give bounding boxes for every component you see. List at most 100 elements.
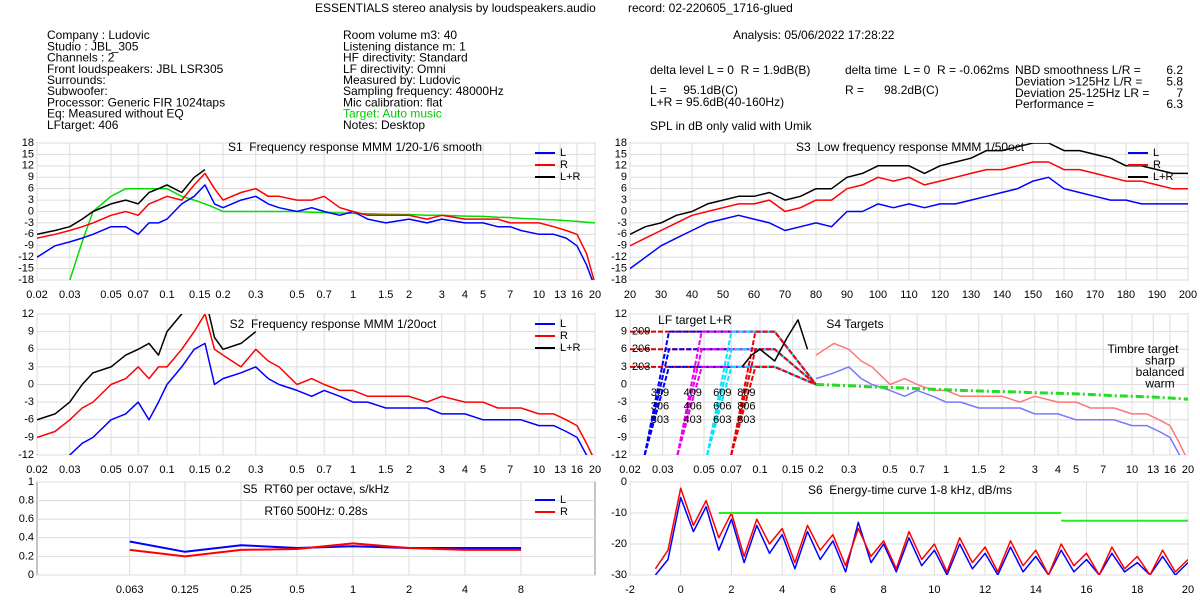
chart-title: S4 Targets [826,317,883,331]
lf-target-label: 309 [651,387,669,399]
x-tick-label: 4 [462,289,468,301]
x-tick-label: 0.15 [189,464,210,476]
y-tick-label: 0 [28,378,34,390]
y-tick-label: 9 [621,326,627,338]
y-tick-label: 0 [28,569,34,581]
x-tick-label: 60 [748,289,760,301]
info-line: Mic calibration: flat [343,95,443,109]
x-tick-label: 5 [480,289,486,301]
info-line: Surrounds: [47,73,106,87]
x-tick-label: 1 [943,464,949,476]
x-tick-label: 2 [406,464,412,476]
y-tick-label: 6 [28,183,34,195]
series-line [37,172,595,280]
x-tick-label: 0.1 [752,464,767,476]
x-tick-label: 0 [678,584,684,596]
series-line [37,342,588,455]
x-tick-label: 70 [779,289,791,301]
x-tick-label: 1 [350,584,356,596]
lf-target-label: 603 [713,414,731,426]
x-tick-label: 90 [841,289,853,301]
x-tick-label: 30 [655,289,667,301]
series-line [630,176,1188,270]
x-tick-label: 0.1 [159,464,174,476]
x-tick-label: 3 [1032,464,1038,476]
page-title: ESSENTIALS stereo analysis by loudspeake… [315,1,596,15]
legend-label: R [560,159,568,171]
legend-label: L [1153,147,1159,159]
x-tick-label: 110 [900,289,918,301]
plot-layer [630,143,1188,270]
x-tick-label: 0.7 [317,464,332,476]
x-tick-label: 5 [480,464,486,476]
y-tick-label: 12 [22,308,34,320]
x-tick-label: 2 [406,584,412,596]
x-tick-label: 10 [533,289,545,301]
x-tick-label: 0.02 [26,289,47,301]
lf-target-line [643,330,817,455]
info-line: Measured by: Ludovic [343,73,460,87]
chart-title: S2 Frequency response MMM 1/20oct [230,317,437,331]
x-tick-label: 0.125 [171,584,199,596]
series-line [37,314,593,455]
x-tick-label: 4 [462,464,468,476]
timbre-label: sharp [1145,354,1175,368]
info-line: Processor: Generic FIR 1024taps [47,95,225,109]
lf-target-label: 606 [713,401,731,413]
legend-label: L [560,147,566,159]
x-tick-label: 0.2 [808,464,823,476]
y-tick-label: -10 [611,507,627,519]
lf-target-label: 406 [683,401,701,413]
legend-label: L+R [1153,171,1174,183]
x-tick-label: 150 [1024,289,1042,301]
x-tick-label: 18 [1131,584,1143,596]
y-tick-label: 12 [615,160,627,172]
y-tick-label: 6 [621,183,627,195]
x-tick-label: 160 [1055,289,1073,301]
x-tick-label: -2 [625,584,635,596]
legend-label: R [560,330,568,342]
y-tick-label: 0 [28,205,34,217]
x-tick-label: 170 [1086,289,1104,301]
lf-target-label: 809 [737,387,755,399]
y-tick-label: 15 [615,148,627,160]
lf-target-line [730,365,817,455]
info-line: Notes: Desktop [343,118,425,132]
x-tick-label: 13 [1147,464,1159,476]
y-tick-label: 9 [28,171,34,183]
x-tick-label: 7 [1100,464,1106,476]
y-tick-label: -3 [617,396,627,408]
x-tick-label: 0.07 [127,464,148,476]
analysis-spl-l: L = 95.1dB(C) [650,83,738,97]
series-line [69,187,595,280]
x-tick-label: 0.7 [317,289,332,301]
x-tick-label: 20 [589,289,601,301]
x-tick-label: 2 [406,289,412,301]
lf-target-label: 609 [713,387,731,399]
x-tick-label: 80 [810,289,822,301]
y-tick-label: -6 [24,414,34,426]
x-tick-label: 50 [717,289,729,301]
x-tick-label: 180 [1117,289,1135,301]
info-line: Channels : 2 [47,51,115,65]
chart-title: S6 Energy-time curve 1-8 kHz, dB/ms [808,483,1012,497]
y-tick-label: 18 [22,137,34,149]
y-tick-label: 6 [621,343,627,355]
x-tick-label: 3 [439,289,445,301]
y-tick-label: 0 [621,476,627,488]
analysis-delta-level: delta level L = 0 R = 1.9dB(B) [650,63,810,77]
annotation: LF target L+R [658,313,732,327]
x-tick-label: 10 [1126,464,1138,476]
plot-layer [630,319,1188,455]
series-line [654,487,1188,575]
timbre-label: warm [1144,377,1174,391]
lf-target-label: 203 [632,361,650,373]
info-line: Eq: Measured without EQ [47,107,184,121]
x-tick-label: 0.2 [215,464,230,476]
y-tick-label: 3 [621,361,627,373]
x-tick-label: 16 [571,289,583,301]
series-line [37,314,257,421]
x-tick-label: 0.05 [100,464,121,476]
x-tick-label: 2 [999,464,1005,476]
